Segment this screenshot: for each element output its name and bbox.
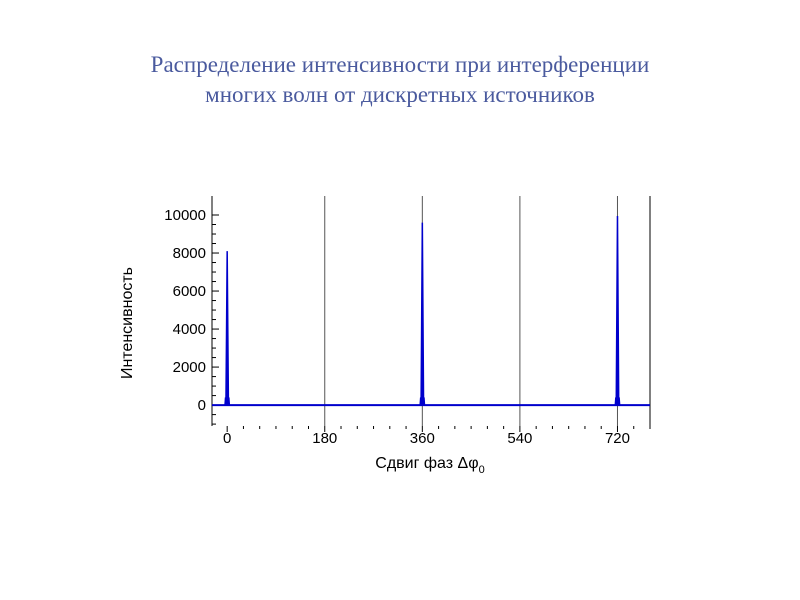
y-axis-ticks: 0 2000 4000 6000 8000 10000 [164, 207, 219, 425]
peak-1 [419, 222, 426, 406]
slide-title-line-2: многих волн от дискретных источников [205, 82, 595, 107]
grid-lines [324, 196, 618, 426]
x-axis-ticks: 0 180 360 540 720 [223, 426, 651, 447]
x-axis-label-text: Сдвиг фаз Δφ [375, 455, 478, 472]
x-axis-label-subscript: 0 [479, 464, 485, 476]
peak-0 [224, 251, 231, 406]
x-tick-label-1: 180 [312, 430, 337, 447]
intensity-series [212, 215, 650, 407]
y-tick-label-2: 4000 [173, 321, 206, 338]
x-tick-label-2: 360 [410, 430, 435, 447]
y-tick-label-0: 0 [198, 397, 206, 414]
plot-frame [211, 196, 651, 426]
y-tick-label-1: 2000 [173, 359, 206, 376]
y-tick-label-3: 6000 [173, 283, 206, 300]
y-tick-label-4: 8000 [173, 245, 206, 262]
y-tick-label-5: 10000 [164, 207, 206, 224]
x-tick-label-0: 0 [223, 430, 231, 447]
slide-title: Распределение интенсивности при интерфер… [0, 50, 800, 110]
x-axis-label: Сдвиг фаз Δφ0 [375, 455, 484, 476]
peak-2 [614, 215, 621, 406]
y-axis-label: Интенсивность [119, 267, 136, 379]
x-tick-label-4: 720 [605, 430, 630, 447]
slide-title-line-1: Распределение интенсивности при интерфер… [150, 52, 650, 77]
x-tick-label-3: 540 [507, 430, 532, 447]
